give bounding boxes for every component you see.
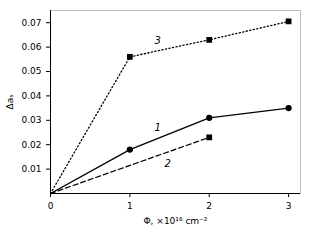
svg-text:0.05: 0.05 — [21, 66, 41, 76]
svg-text:2: 2 — [206, 201, 212, 211]
svg-text:Δaₛ: Δaₛ — [5, 94, 15, 109]
svg-text:Φ, ×10¹⁶ cm⁻²: Φ, ×10¹⁶ cm⁻² — [144, 216, 208, 226]
svg-text:3: 3 — [154, 35, 160, 46]
svg-text:0.01: 0.01 — [21, 164, 41, 174]
svg-text:0: 0 — [48, 201, 54, 211]
svg-text:1: 1 — [127, 201, 133, 211]
svg-text:0.07: 0.07 — [21, 18, 41, 28]
svg-text:0.04: 0.04 — [21, 91, 41, 101]
svg-text:0.06: 0.06 — [21, 42, 41, 52]
svg-text:2: 2 — [164, 158, 170, 169]
svg-text:0.03: 0.03 — [21, 115, 41, 125]
svg-text:0.02: 0.02 — [21, 140, 41, 150]
svg-text:3: 3 — [286, 201, 292, 211]
svg-text:1: 1 — [154, 122, 160, 133]
